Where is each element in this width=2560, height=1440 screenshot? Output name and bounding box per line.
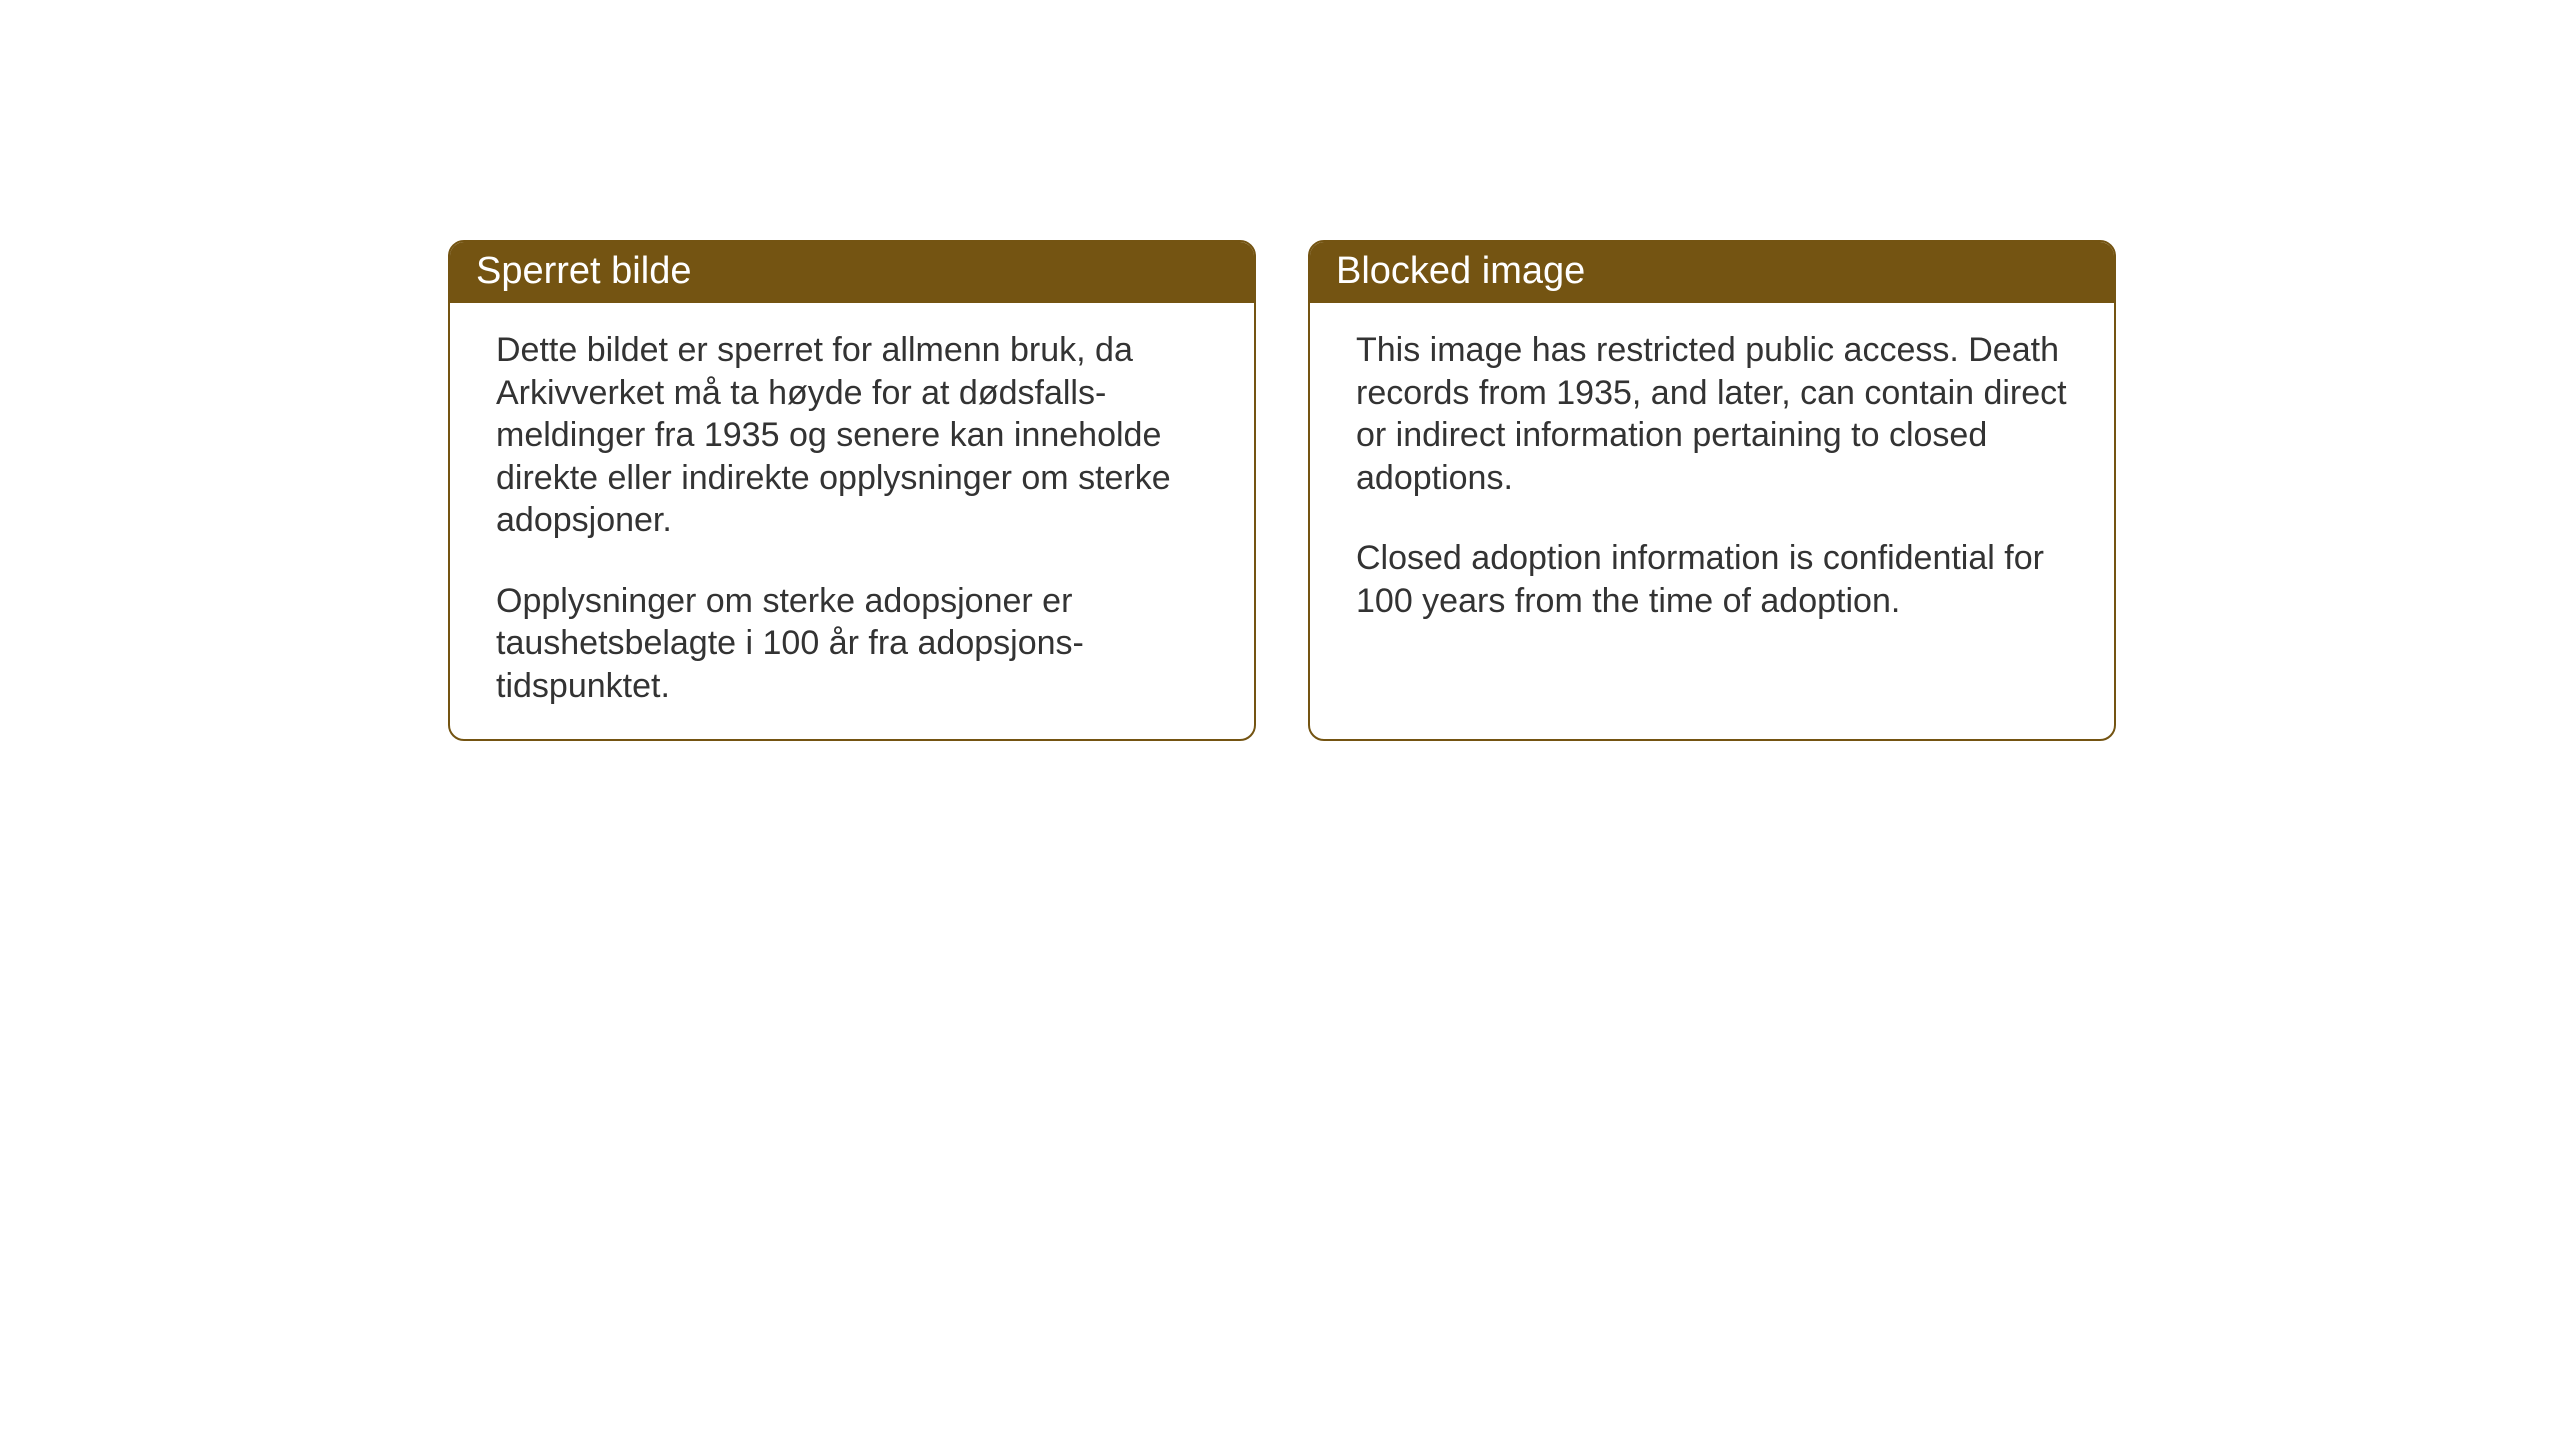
card-body-norwegian: Dette bildet er sperret for allmenn bruk… [450, 303, 1254, 739]
card-title-norwegian: Sperret bilde [476, 250, 691, 292]
card-paragraph-english-2: Closed adoption information is confident… [1356, 537, 2068, 622]
card-body-english: This image has restricted public access.… [1310, 303, 2114, 723]
card-paragraph-english-1: This image has restricted public access.… [1356, 329, 2068, 499]
card-norwegian: Sperret bilde Dette bildet er sperret fo… [448, 240, 1256, 741]
cards-container: Sperret bilde Dette bildet er sperret fo… [448, 240, 2116, 741]
card-paragraph-norwegian-2: Opplysninger om sterke adopsjoner er tau… [496, 580, 1208, 708]
card-title-english: Blocked image [1336, 250, 1585, 292]
card-header-norwegian: Sperret bilde [450, 242, 1254, 303]
card-english: Blocked image This image has restricted … [1308, 240, 2116, 741]
card-paragraph-norwegian-1: Dette bildet er sperret for allmenn bruk… [496, 329, 1208, 542]
card-header-english: Blocked image [1310, 242, 2114, 303]
